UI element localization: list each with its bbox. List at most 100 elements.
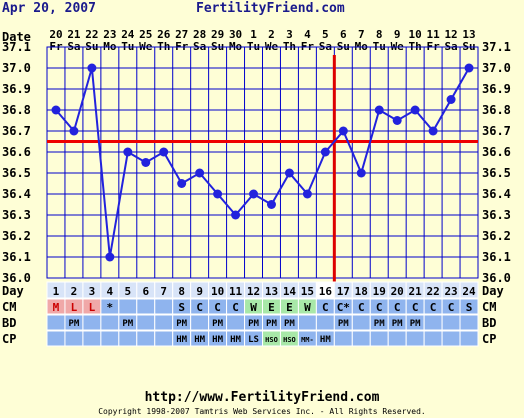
y-tick-right: 36.7 [482, 124, 511, 138]
cm-value: E [286, 301, 293, 314]
temperature-point [374, 105, 384, 115]
day-number: 9 [196, 285, 203, 298]
temperature-point [320, 147, 330, 157]
day-number: 17 [337, 285, 350, 298]
temperature-point [231, 210, 241, 220]
cm-value: C [412, 301, 419, 314]
bd-cell [136, 314, 156, 331]
cm-value: W [250, 301, 257, 314]
bd-row-label: BD [2, 316, 16, 330]
cp-value: HSO [265, 336, 278, 344]
site-title[interactable]: FertilityFriend.com [196, 1, 345, 16]
temperature-point [464, 63, 474, 73]
temperature-point [266, 200, 276, 209]
bd-value: PM [266, 319, 277, 329]
temperature-point [141, 158, 151, 167]
cp-cell [154, 330, 174, 347]
bd-cell [423, 314, 443, 331]
date-label: 23 [103, 28, 116, 41]
footer-url-link[interactable]: http://www.FertilityFriend.com [144, 390, 380, 405]
cm-value: C [430, 301, 437, 314]
day-number: 24 [462, 285, 476, 298]
date-label: 27 [175, 28, 188, 41]
date-label: 3 [286, 28, 293, 41]
cm-cell [459, 298, 479, 315]
y-tick-right: 36.6 [482, 145, 511, 159]
cp-cell [351, 330, 371, 347]
date-label: 2 [268, 28, 275, 41]
y-tick-left: 36.0 [2, 271, 31, 285]
cp-value: HM [320, 335, 331, 345]
bd-value: PM [374, 319, 385, 329]
day-number: 2 [71, 285, 78, 298]
bd-cell [154, 314, 174, 331]
cp-cell [369, 330, 389, 347]
bd-value: PM [69, 319, 80, 329]
day-number: 7 [160, 285, 167, 298]
date-label: 8 [376, 28, 383, 41]
cp-value: MM- [301, 336, 314, 344]
bd-value: PM [284, 319, 295, 329]
y-tick-left: 36.5 [2, 166, 31, 180]
temperature-point [428, 126, 438, 136]
date-label: 13 [462, 28, 475, 41]
cp-value: HM [176, 335, 187, 345]
cp-cell [387, 330, 407, 347]
date-label: 25 [139, 28, 152, 41]
y-tick-right: 36.8 [482, 103, 511, 117]
date-label: 20 [49, 28, 62, 41]
cp-cell [46, 330, 66, 347]
cm-cell [136, 298, 156, 315]
cm-value: C* [337, 301, 350, 314]
cm-value: S [178, 301, 185, 314]
bd-value: PM [248, 319, 259, 329]
cp-row-label: CP [2, 332, 16, 346]
day-number: 3 [89, 285, 96, 298]
bd-cell [441, 314, 461, 331]
temperature-point [284, 168, 294, 178]
y-tick-left: 36.2 [2, 229, 31, 243]
cm-value: C [376, 301, 383, 314]
temperature-point [177, 179, 187, 188]
temperature-point [87, 63, 97, 73]
y-tick-right: 36.9 [482, 82, 511, 96]
cm-value: L [89, 301, 96, 314]
bd-cell [46, 314, 66, 331]
cm-row-label: CM [2, 300, 16, 314]
temperature-point [105, 252, 115, 262]
cp-value: HSO [283, 336, 296, 344]
cm-value: S [466, 301, 473, 314]
date-label: 29 [211, 28, 224, 41]
temperature-point [356, 168, 366, 178]
cp-cell [100, 330, 120, 347]
date-label: 10 [409, 28, 422, 41]
temperature-point [69, 126, 79, 136]
y-tick-right: 36.1 [482, 250, 511, 264]
bd-cell [297, 314, 317, 331]
date-label: 4 [304, 28, 311, 41]
day-number: 12 [247, 285, 260, 298]
chart-date-title: Apr 20, 2007 [2, 1, 96, 16]
cm-cell [154, 298, 174, 315]
temperature-point [51, 105, 61, 115]
date-label: 28 [193, 28, 206, 41]
cm-value: L [71, 301, 78, 314]
date-label: 22 [85, 28, 98, 41]
bd-cell [351, 314, 371, 331]
bd-value: PM [392, 319, 403, 329]
day-number: 1 [53, 285, 60, 298]
temperature-point [338, 126, 348, 136]
day-number: 21 [409, 285, 423, 298]
temperature-point [195, 168, 205, 178]
cm-value: M [53, 301, 60, 314]
y-tick-right: 37.0 [482, 61, 511, 75]
day-number: 11 [229, 285, 243, 298]
cm-value: * [107, 301, 114, 314]
cp-value: LS [248, 335, 259, 345]
bd-cell [190, 314, 210, 331]
cm-value: C [214, 301, 221, 314]
day-number: 8 [178, 285, 185, 298]
temperature-point [392, 116, 402, 125]
cp-cell [441, 330, 461, 347]
day-number: 5 [125, 285, 132, 298]
